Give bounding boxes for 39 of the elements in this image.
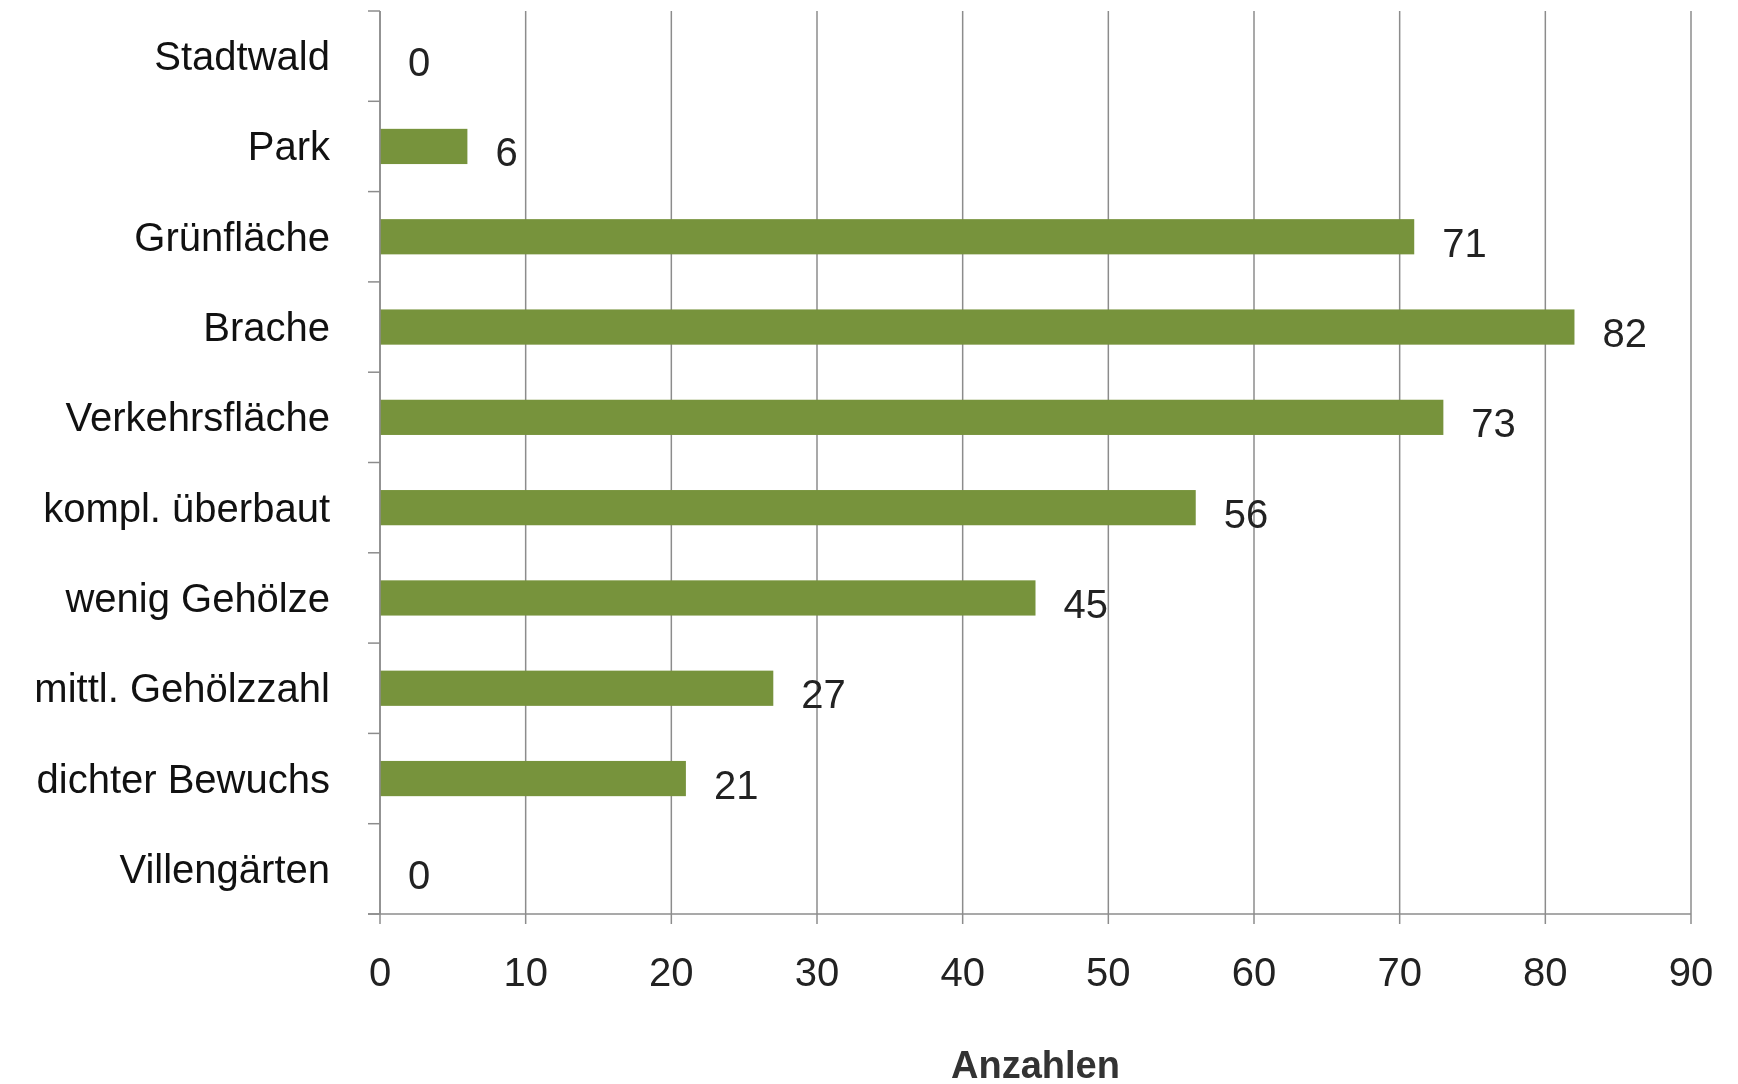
y-tick-label: mittl. Gehölzzahl — [34, 666, 330, 711]
y-tick-label: wenig Gehölze — [64, 575, 330, 620]
bar — [380, 580, 1036, 616]
x-tick-label: 70 — [1377, 950, 1422, 994]
data-label: 0 — [408, 852, 431, 897]
y-tick-label: Brache — [203, 305, 330, 350]
bar — [380, 670, 774, 706]
bar — [380, 309, 1575, 345]
data-label: 0 — [408, 40, 431, 85]
bar — [380, 128, 468, 165]
x-axis-title: Anzahlen — [951, 1044, 1120, 1084]
data-label: 82 — [1602, 311, 1647, 356]
data-label: 27 — [801, 672, 846, 717]
bar — [380, 490, 1196, 526]
x-tick-label: 30 — [794, 950, 840, 994]
x-tick-label: 0 — [368, 950, 392, 994]
data-label: 56 — [1223, 491, 1269, 536]
x-tick-label: 20 — [649, 950, 694, 994]
bar — [380, 760, 686, 797]
x-tick-label: 80 — [1523, 950, 1568, 994]
data-label: 45 — [1063, 581, 1108, 626]
y-tick-label: Park — [247, 124, 331, 169]
x-tick-label: 50 — [1086, 950, 1131, 994]
data-label: 71 — [1442, 220, 1487, 265]
y-tick-label: Villengärten — [119, 846, 330, 891]
x-tick-label: 10 — [503, 950, 548, 994]
y-tick-label: Verkehrsfläche — [65, 395, 330, 440]
x-tick-label: 60 — [1231, 950, 1277, 994]
x-tick-label: 40 — [940, 950, 985, 994]
data-label: 21 — [713, 762, 759, 807]
data-label: 6 — [495, 130, 518, 175]
x-tick-label: 90 — [1668, 950, 1714, 994]
data-label: 73 — [1471, 401, 1516, 446]
y-tick-label: dichter Bewuchs — [36, 756, 330, 801]
y-tick-label: Grünfläche — [134, 214, 330, 259]
y-tick-label: Stadtwald — [154, 34, 330, 79]
y-tick-label: kompl. überbaut — [43, 485, 330, 530]
bar — [380, 399, 1444, 435]
bar — [380, 219, 1415, 255]
